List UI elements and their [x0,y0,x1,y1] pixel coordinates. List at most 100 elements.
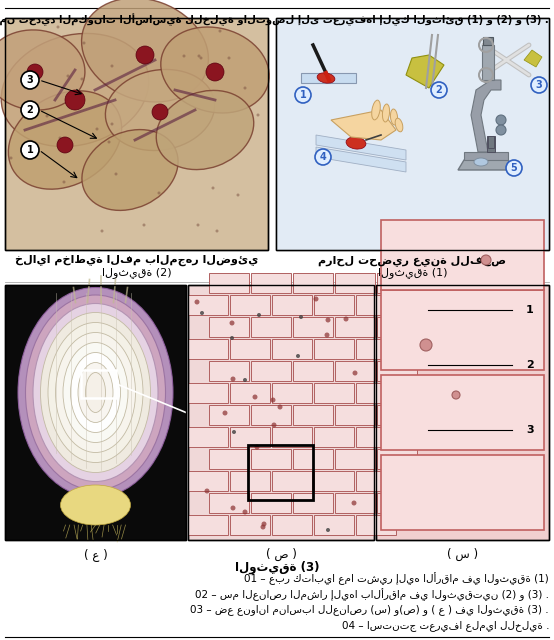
Ellipse shape [474,158,488,166]
Bar [335,317,375,337]
Circle shape [28,83,32,86]
Circle shape [228,56,230,60]
Bar [80,369,115,397]
Circle shape [136,46,154,64]
Ellipse shape [372,100,380,120]
Bar [230,339,270,359]
Text: ( ص ): ( ص ) [265,548,296,561]
Polygon shape [471,80,501,152]
Circle shape [315,149,331,165]
Circle shape [223,410,228,415]
Ellipse shape [395,118,403,132]
Bar [335,361,375,381]
Text: 01 – عبر كتابيا عما تشير إليه الأرقام في الوثيقة (1): 01 – عبر كتابيا عما تشير إليه الأرقام في… [244,572,549,585]
Circle shape [218,29,222,33]
Circle shape [270,397,275,403]
Text: خلايا مخاطية الفم بالمجهر الضوئي: خلايا مخاطية الفم بالمجهر الضوئي [15,255,258,266]
Text: 03 – ضع عنوانا مناسبا للعناصر (س) و(ص) و ( ع ) في الوثيقة (3) .: 03 – ضع عنوانا مناسبا للعناصر (س) و(ص) و… [191,604,549,615]
Circle shape [261,522,266,527]
Bar [188,427,228,447]
Circle shape [506,160,522,176]
Circle shape [83,42,85,45]
Circle shape [29,156,33,159]
Bar [5,18,268,250]
Text: 2: 2 [27,105,33,115]
Bar [248,445,313,500]
Bar [5,18,268,250]
Text: ( س ): ( س ) [447,548,478,561]
Circle shape [197,54,201,58]
Bar [335,449,375,469]
Bar [209,405,249,425]
Circle shape [351,500,357,506]
Text: 4: 4 [320,152,326,162]
Bar [376,285,549,540]
Circle shape [59,136,61,140]
Circle shape [244,86,247,90]
Text: الوثيقة (1): الوثيقة (1) [378,267,447,278]
Circle shape [107,141,110,143]
Bar [230,383,270,403]
Bar [209,273,249,293]
Circle shape [325,333,330,337]
Circle shape [271,422,276,428]
Bar [272,427,312,447]
Text: 1: 1 [27,145,33,155]
Text: 04 – استنتج تعريفا علميا للخلية .: 04 – استنتج تعريفا علميا للخلية . [341,620,549,631]
Bar [381,290,544,370]
Ellipse shape [40,312,151,472]
Circle shape [237,193,239,196]
Polygon shape [301,73,356,83]
Bar [188,515,228,535]
Ellipse shape [8,91,122,189]
Ellipse shape [161,27,269,113]
Circle shape [110,122,114,125]
Ellipse shape [391,109,398,125]
Circle shape [216,230,218,232]
Circle shape [200,311,204,315]
Bar [272,339,312,359]
Bar [356,295,396,315]
Ellipse shape [25,295,166,490]
Bar [487,136,495,152]
Bar [209,361,249,381]
Text: 3: 3 [526,425,534,435]
Bar [356,471,396,491]
Bar [293,273,333,293]
Text: 5: 5 [511,163,517,173]
Ellipse shape [81,0,208,102]
Circle shape [420,339,432,351]
Text: الوثيقة (2): الوثيقة (2) [102,267,171,278]
Circle shape [232,430,236,434]
Bar [335,273,375,293]
Circle shape [230,336,234,340]
Bar [482,45,494,80]
Bar [356,515,396,535]
Circle shape [65,90,85,110]
Circle shape [212,186,214,189]
Bar [188,339,228,359]
Bar [314,383,354,403]
Text: 02 – سم العناصر المشار إليها بالأرقام في الوثيقتين (2) و (3) .: 02 – سم العناصر المشار إليها بالأرقام في… [195,588,549,601]
Bar [209,449,249,469]
Bar [377,317,417,337]
Circle shape [21,71,39,89]
Polygon shape [331,110,396,140]
Bar [272,383,312,403]
Bar [276,18,549,250]
Ellipse shape [60,485,131,525]
Circle shape [21,141,39,159]
Circle shape [204,488,209,493]
Bar [293,361,333,381]
Bar [377,273,417,293]
Circle shape [257,113,259,116]
Bar [488,136,494,148]
Circle shape [197,223,199,227]
Bar [293,317,333,337]
Bar [209,493,249,513]
Bar [188,383,228,403]
Text: ( ع ): ( ع ) [84,548,107,561]
Text: 2: 2 [526,360,534,370]
Text: 3: 3 [27,75,33,85]
Bar [314,295,354,315]
